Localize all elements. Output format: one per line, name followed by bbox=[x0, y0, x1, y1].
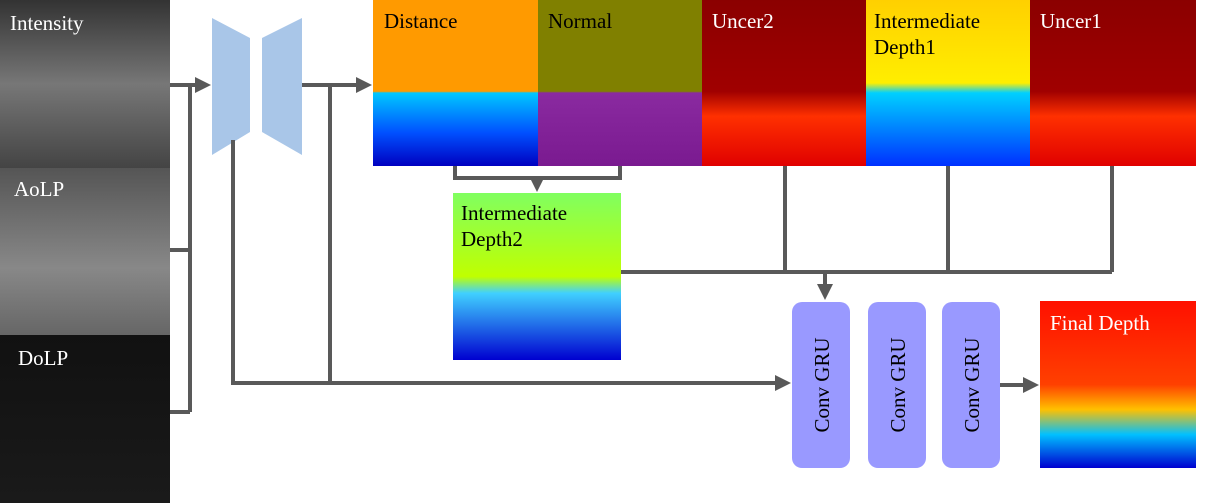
input-label: DoLP bbox=[18, 346, 68, 370]
encoder bbox=[212, 18, 250, 155]
conv-gru-label: Conv GRU bbox=[810, 337, 834, 432]
input-label: Intensity bbox=[10, 11, 84, 35]
conv-gru-label: Conv GRU bbox=[886, 337, 910, 432]
decoder bbox=[262, 18, 302, 155]
output-label: Intermediate bbox=[874, 9, 980, 33]
output-label: Depth1 bbox=[874, 35, 936, 59]
output-label: Uncer1 bbox=[1040, 9, 1102, 33]
final-depth-label: Final Depth bbox=[1050, 311, 1150, 335]
diagram: Intensity AoLP DoLP Distance Normal Unce… bbox=[0, 0, 1216, 503]
depth2-label: Depth2 bbox=[461, 227, 523, 251]
output-label: Normal bbox=[548, 9, 612, 33]
output-label: Distance bbox=[384, 9, 457, 33]
output-label: Uncer2 bbox=[712, 9, 774, 33]
conv-gru-label: Conv GRU bbox=[960, 337, 984, 432]
input-label: AoLP bbox=[14, 177, 64, 201]
depth2-label: Intermediate bbox=[461, 201, 567, 225]
